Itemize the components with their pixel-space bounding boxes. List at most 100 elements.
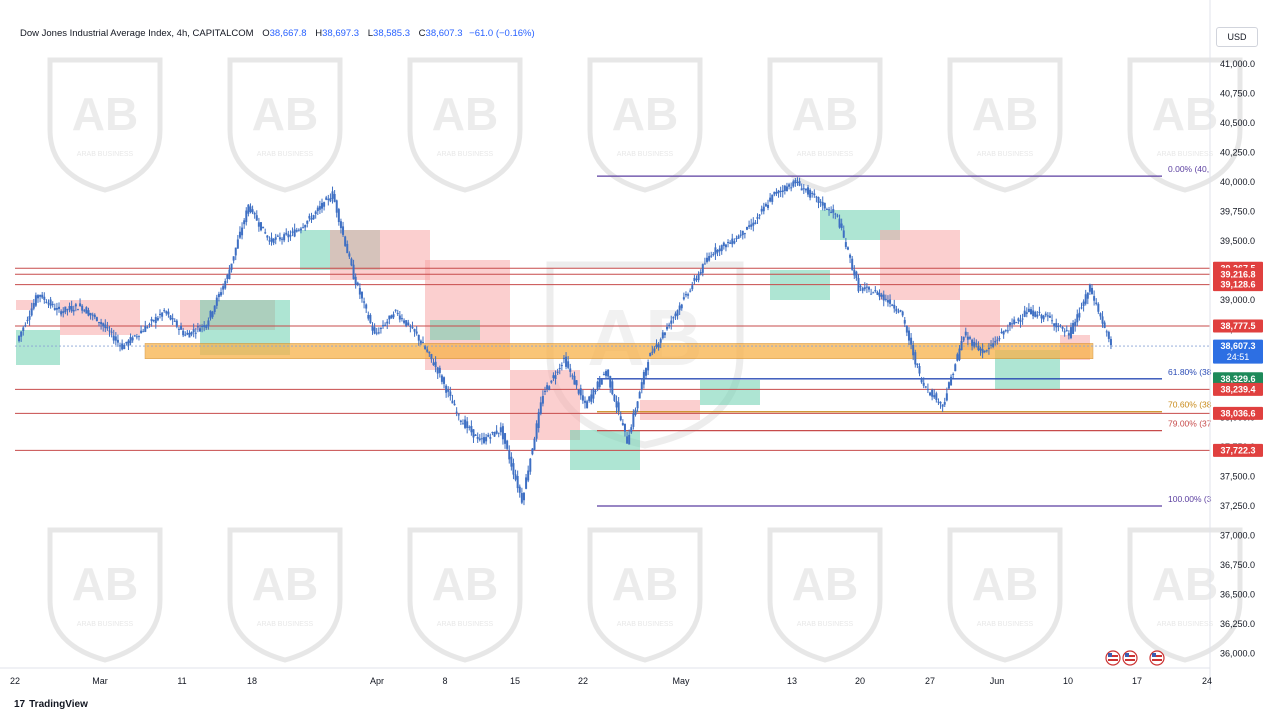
candle-body (964, 331, 967, 336)
change-value: −61.0 (−0.16%) (469, 28, 535, 39)
candle-body (55, 307, 58, 310)
candle-body (348, 253, 351, 257)
candle-body (773, 191, 776, 195)
candle-body (851, 258, 854, 270)
candle-body (853, 269, 856, 276)
svg-text:AB: AB (792, 558, 858, 610)
svg-text:AB: AB (612, 558, 678, 610)
candle-body (220, 292, 223, 296)
price-tag-label: 37,722.3 (1220, 445, 1255, 455)
candle-body (104, 324, 107, 329)
watermark-shield-icon: AB ARAB BUSINESS (587, 527, 703, 663)
candle-body (874, 290, 877, 292)
candle-body (541, 396, 544, 404)
candle-body (28, 315, 31, 320)
candle-body (167, 311, 170, 315)
candle-body (306, 220, 309, 224)
watermark-text: ARAB BUSINESS (1157, 151, 1214, 158)
candle-body (171, 318, 174, 320)
candle-body (335, 200, 338, 213)
candle-body (276, 235, 279, 237)
candle-body (823, 203, 826, 209)
candle-body (642, 371, 645, 385)
candle-body (910, 337, 913, 345)
currency-button[interactable]: USD (1216, 27, 1258, 47)
candle-body (32, 302, 35, 309)
candle-body (859, 286, 862, 288)
price-tag-label: 39,128.6 (1220, 280, 1255, 290)
candle-body (861, 288, 864, 291)
candle-body (939, 401, 942, 404)
candle-body (996, 339, 999, 341)
candle-body (836, 215, 839, 217)
candle-body (558, 367, 561, 369)
candle-body (1004, 330, 1007, 332)
us-flag-event-icon[interactable] (1122, 650, 1138, 666)
candle-body (299, 228, 302, 231)
candle-body (821, 201, 824, 206)
candle-body (190, 331, 193, 335)
candle-body (628, 434, 631, 445)
candle-body (1076, 314, 1079, 323)
candle-body (975, 343, 978, 345)
candle-body (188, 332, 191, 338)
x-tick-label: 11 (177, 676, 186, 686)
us-flag-event-icon[interactable] (1105, 650, 1121, 666)
time-axis: 22 Mar 11 18 Apr 8 15 22 May 13 20 27 Jun 10 17 24 (0, 667, 1212, 686)
candle-body (552, 375, 555, 379)
candle-body (842, 230, 845, 238)
watermark-shield-icon: AB ARAB BUSINESS (947, 57, 1063, 193)
candle-body (144, 325, 147, 332)
candle-body (152, 320, 155, 322)
candle-body (724, 244, 727, 248)
candle-body (605, 371, 608, 376)
candle-body (1032, 310, 1035, 317)
candle-body (304, 225, 307, 228)
candle-body (609, 376, 612, 388)
candle-body (1082, 301, 1085, 307)
candle-body (112, 335, 115, 341)
candle-body (684, 294, 687, 296)
candle-body (535, 423, 538, 439)
candle-body (358, 287, 361, 295)
candle-body (1023, 310, 1026, 317)
candle-body (253, 212, 256, 215)
watermark-shield-icon: AB ARAB BUSINESS (767, 527, 883, 663)
us-flag-event-icon[interactable] (1149, 650, 1165, 666)
candle-body (779, 191, 782, 193)
candle-body (175, 320, 178, 327)
candle-body (405, 320, 408, 326)
watermark-text: ARAB BUSINESS (437, 621, 494, 628)
candle-body (400, 318, 403, 320)
candle-body (41, 294, 44, 298)
candle-body (764, 203, 767, 207)
price-tag: 38,239.4 (1213, 382, 1263, 396)
candle-body (241, 227, 244, 236)
candle-body (409, 325, 412, 327)
candle-body (830, 211, 833, 214)
candle-body (954, 364, 957, 372)
low-label: L (367, 28, 374, 39)
candle-body (602, 373, 605, 375)
candle-body (245, 210, 248, 223)
candle-body (222, 286, 225, 290)
candle-body (390, 315, 393, 319)
candle-body (857, 277, 860, 292)
candle-body (531, 448, 534, 455)
candle-body (880, 294, 883, 297)
candle-body (615, 400, 618, 408)
tradingview-branding[interactable]: 17 TradingView (14, 699, 88, 710)
candle-body (1015, 322, 1018, 324)
candle-body (562, 357, 565, 359)
candle-body (815, 196, 818, 198)
candle-body (537, 412, 540, 428)
candle-body (133, 335, 136, 337)
candle-body (586, 401, 589, 409)
candle-body (266, 235, 269, 238)
candle-body (901, 311, 904, 316)
fib-label: 70.60% (38 (1168, 400, 1212, 410)
candle-body (767, 204, 770, 208)
watermark-shield-icon: AB ARAB BUSINESS (1127, 57, 1243, 193)
